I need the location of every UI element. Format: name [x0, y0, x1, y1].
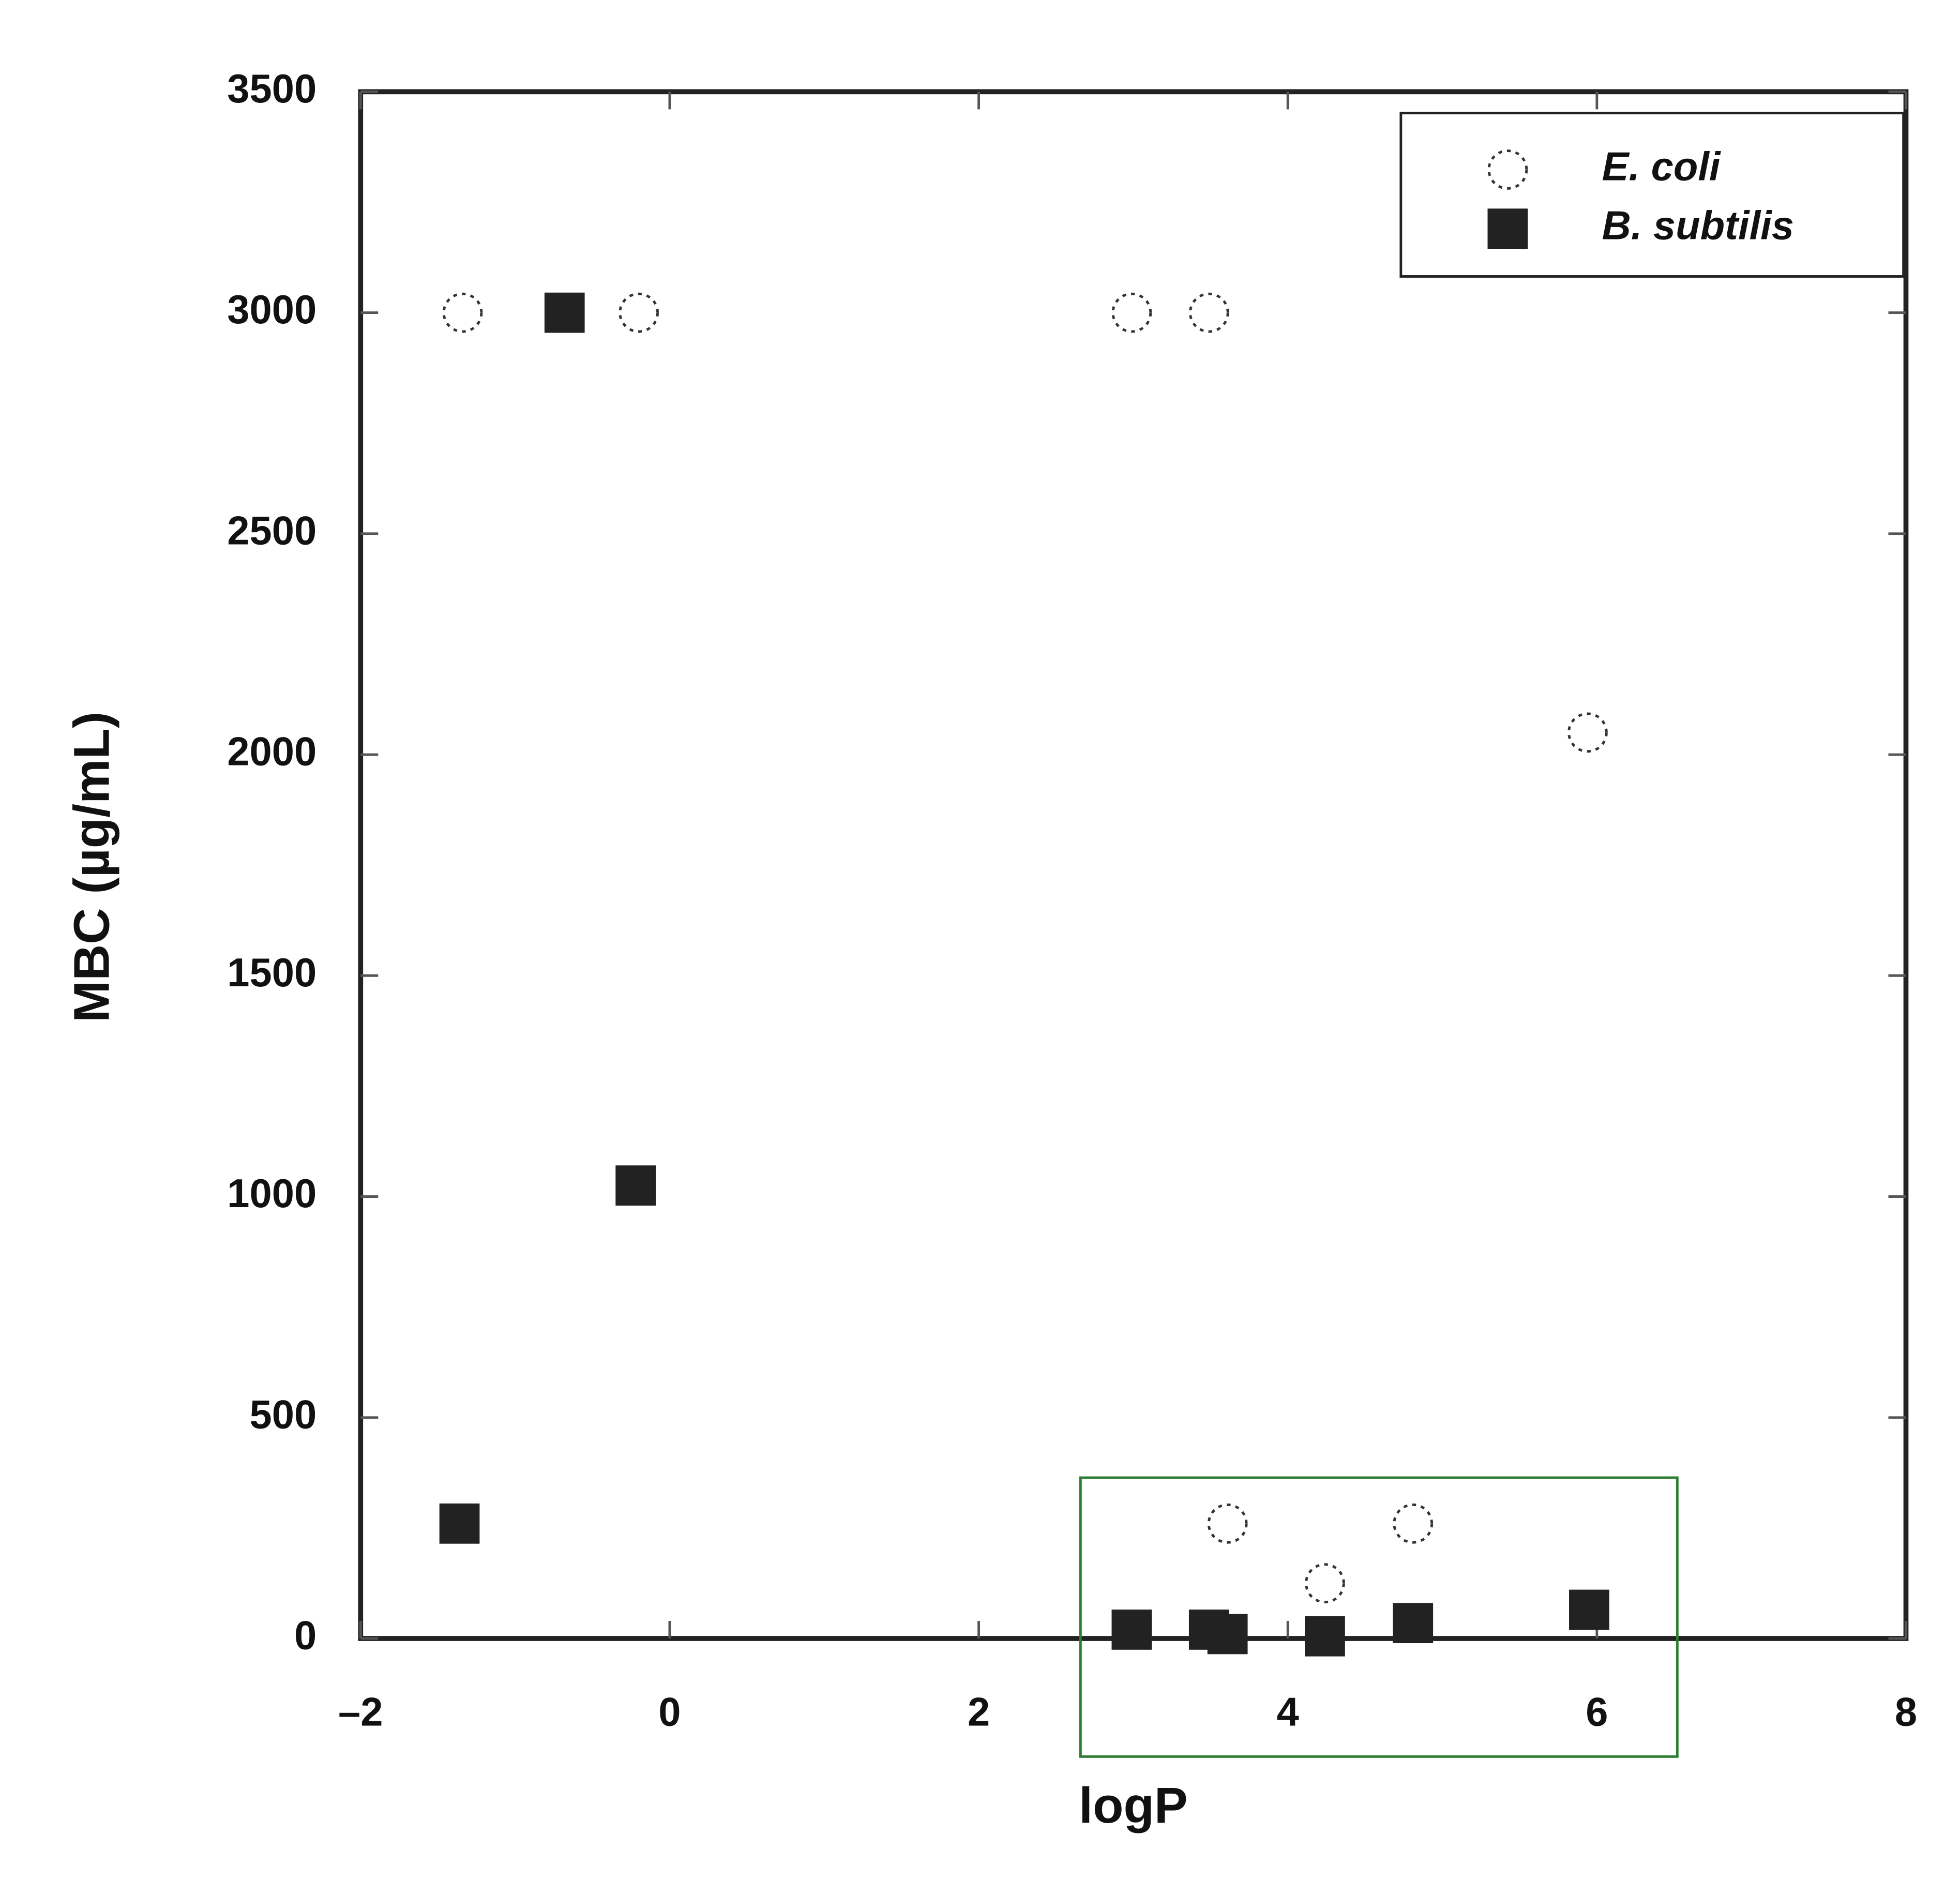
legend-label: E. coli [1602, 145, 1721, 189]
data-point [619, 292, 659, 333]
y-tick-label: 3500 [227, 67, 316, 111]
y-tick-label: 3000 [227, 288, 316, 332]
y-tick-label: 0 [294, 1614, 316, 1658]
y-tick-label: 1500 [227, 951, 316, 995]
data-point [1305, 1616, 1345, 1657]
x-tick-label: 6 [1586, 1690, 1608, 1735]
data-point [439, 1503, 480, 1544]
data-point [1567, 712, 1608, 753]
legend-label: B. subtilis [1602, 204, 1794, 248]
plot-frame [358, 89, 1909, 1641]
data-point [1305, 1563, 1345, 1604]
data-point [1111, 292, 1152, 333]
data-point [1188, 292, 1229, 333]
x-tick-label: 4 [1277, 1690, 1299, 1735]
legend-marker [1487, 149, 1528, 190]
data-point [615, 1165, 656, 1206]
x-tick-label: 2 [968, 1690, 990, 1735]
highlight-box [1079, 1476, 1679, 1758]
data-point [1393, 1503, 1434, 1544]
y-tick-label: 2000 [227, 730, 316, 774]
data-point [442, 292, 483, 333]
y-tick-label: 500 [250, 1392, 317, 1437]
x-tick-label: 0 [658, 1690, 681, 1735]
y-axis-label: MBC (µg/mL) [63, 712, 119, 1023]
x-axis-label: logP [1079, 1777, 1188, 1833]
legend-box [1399, 112, 1905, 278]
data-point [1393, 1603, 1434, 1643]
data-point [1207, 1503, 1248, 1544]
data-point [544, 292, 585, 333]
y-tick-label: 2500 [227, 508, 316, 553]
data-point [1111, 1610, 1152, 1650]
y-tick-label: 1000 [227, 1171, 316, 1216]
data-point [1207, 1614, 1248, 1655]
legend-marker [1487, 208, 1528, 249]
x-tick-label: 8 [1895, 1690, 1917, 1735]
data-point [1569, 1589, 1609, 1630]
x-tick-label: –2 [338, 1690, 383, 1735]
